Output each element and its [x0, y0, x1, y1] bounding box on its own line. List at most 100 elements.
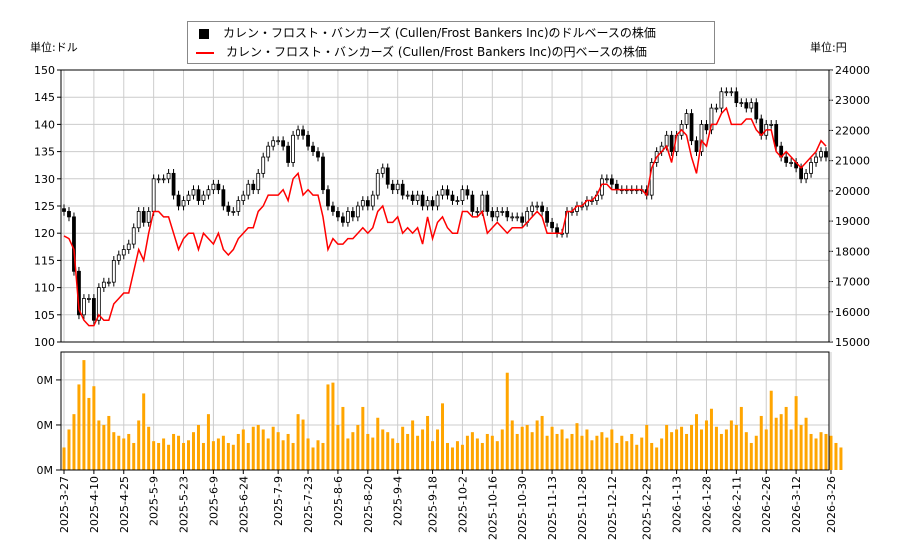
candle	[495, 211, 500, 218]
volume-bar	[251, 426, 255, 470]
volume-bar	[77, 384, 81, 470]
candle	[246, 183, 251, 196]
volume-bar	[485, 433, 489, 470]
legend-label-usd: カレン・フロスト・バンカーズ (Cullen/Frost Bankers Inc…	[223, 26, 656, 40]
volume-bar	[784, 406, 788, 470]
volume-bar	[709, 408, 713, 470]
candle	[704, 124, 709, 131]
candle	[345, 211, 350, 223]
y-tick-label-right: 20000	[835, 185, 870, 198]
candle	[206, 189, 211, 196]
volume-bar	[366, 433, 370, 470]
volume-bar	[351, 432, 355, 470]
volume-bar	[331, 382, 335, 470]
candle	[754, 102, 759, 120]
volume-bar	[117, 435, 121, 470]
volume-bar	[695, 414, 699, 470]
candle	[291, 134, 295, 163]
candle	[769, 124, 774, 126]
candle	[550, 221, 554, 229]
candle	[241, 194, 246, 201]
volume-bar	[540, 415, 544, 470]
volume-bar	[306, 438, 310, 470]
candle	[131, 227, 136, 245]
volume-bar	[416, 435, 420, 470]
candle	[734, 91, 739, 104]
volume-bar	[555, 433, 559, 470]
x-tick-label: 2026-1-28	[700, 476, 713, 533]
volume-bar	[137, 420, 141, 470]
y-tick-label-right: 16000	[835, 306, 870, 319]
x-tick-label: 2025-6-9	[207, 476, 220, 526]
candle	[809, 162, 813, 174]
candle	[331, 205, 335, 212]
volume-bar	[401, 426, 405, 470]
candle	[301, 129, 305, 136]
candle	[96, 287, 101, 321]
candle	[216, 183, 221, 191]
candle	[455, 200, 460, 202]
volume-bar	[291, 442, 295, 470]
volume-bar	[779, 414, 783, 470]
volume-bar	[495, 441, 499, 470]
candle	[326, 189, 330, 207]
volume-bar	[102, 424, 106, 470]
volume-bar	[271, 426, 275, 470]
volume-bar	[261, 429, 265, 470]
volume-bar	[465, 435, 469, 470]
x-tick-label: 2025-4-25	[118, 476, 131, 533]
y-tick-label-left: 130	[34, 173, 55, 186]
volume-bar	[724, 429, 728, 470]
volume-bar	[744, 432, 748, 470]
volume-bar	[231, 444, 235, 470]
volume-bar	[789, 429, 793, 470]
volume-bar	[550, 426, 554, 470]
volume-bar	[754, 435, 758, 470]
candle	[729, 91, 734, 94]
candle	[355, 205, 360, 218]
y-tick-label-right: 22000	[835, 124, 870, 137]
volume-bar	[505, 372, 509, 470]
candle	[146, 211, 151, 223]
volume-bar	[774, 417, 778, 470]
volume-bar	[490, 435, 494, 470]
candle	[485, 194, 490, 212]
candle	[261, 156, 266, 174]
candle	[271, 140, 276, 147]
candle	[370, 194, 375, 207]
candle	[67, 211, 71, 218]
volume-bar	[107, 415, 111, 470]
candle	[759, 118, 764, 136]
volume-bar	[445, 442, 449, 470]
candle	[360, 200, 365, 207]
volume-bar	[386, 432, 390, 470]
candle	[684, 113, 689, 125]
volume-bar	[480, 442, 484, 470]
candle	[121, 249, 126, 256]
candle	[191, 189, 196, 196]
candle	[490, 211, 495, 218]
volume-bar	[167, 444, 171, 470]
candle	[226, 205, 231, 212]
volume-bar	[191, 432, 195, 470]
candle	[410, 194, 415, 201]
volume-bar	[216, 438, 220, 470]
candle	[430, 200, 435, 207]
x-tick-label: 2025-10-30	[516, 476, 529, 540]
right-axis-unit: 単位:円	[810, 41, 847, 54]
volume-bar	[475, 438, 479, 470]
legend-line-icon	[196, 51, 214, 54]
x-tick-label: 2025-4-10	[88, 476, 101, 533]
y-tick-label-left: 135	[34, 146, 55, 159]
legend-label-jpy: カレン・フロスト・バンカーズ (Cullen/Frost Bankers Inc…	[226, 45, 647, 59]
candle	[181, 200, 186, 207]
y-tick-label-left: 140	[34, 118, 55, 131]
volume-bar	[535, 420, 539, 470]
candle	[72, 216, 76, 272]
volume-bar	[296, 414, 300, 470]
x-tick-label: 2025-10-16	[486, 476, 499, 540]
candle	[530, 205, 535, 212]
volume-bar	[67, 429, 71, 470]
